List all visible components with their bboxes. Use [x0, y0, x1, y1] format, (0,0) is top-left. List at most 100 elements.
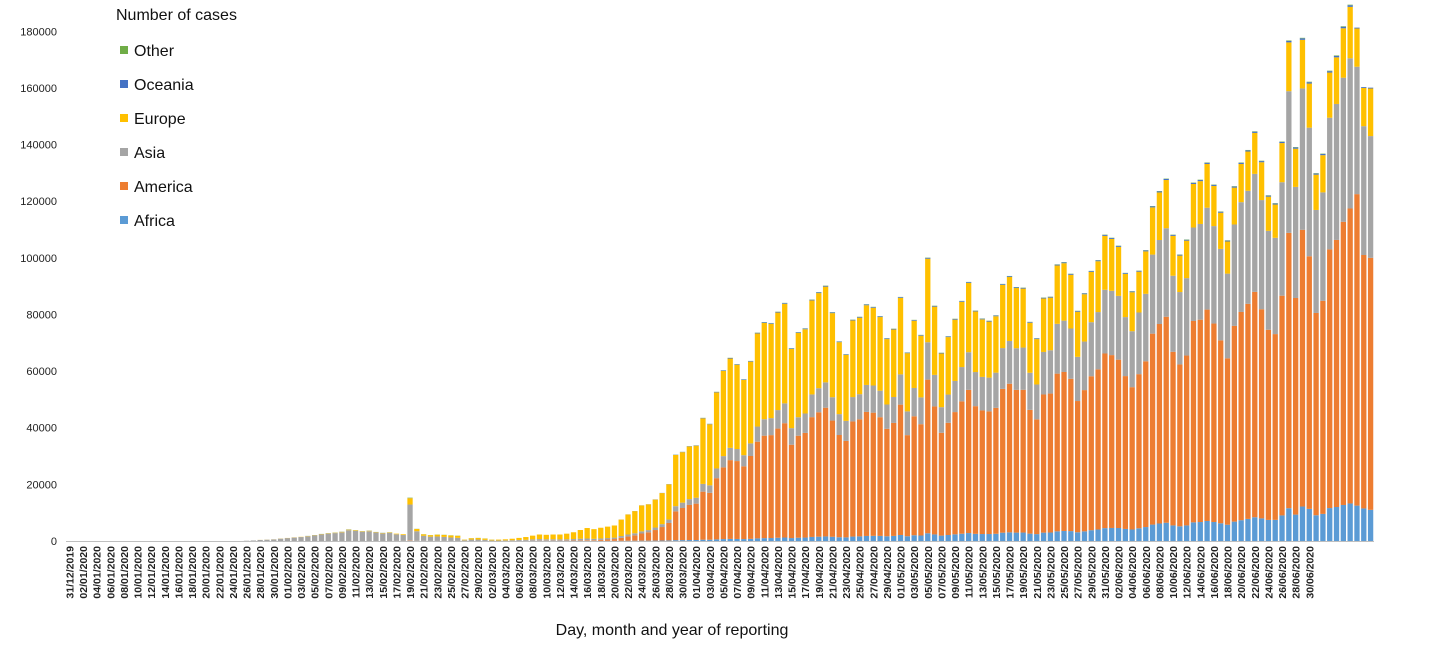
bar-segment-africa [897, 534, 904, 541]
bar-segment-asia [741, 455, 747, 467]
bar-segment-america [843, 440, 849, 538]
bar-segment-africa [918, 535, 924, 541]
bar-segment-america [836, 435, 842, 538]
bar-segment-asia [693, 497, 699, 504]
x-tick-label: 11/04/2020 [759, 546, 771, 598]
x-tick-label: 31/05/2020 [1100, 546, 1112, 599]
bar-segment-europe [1027, 322, 1033, 373]
bar-segment-europe [918, 335, 924, 398]
bar-segment-asia [1204, 207, 1210, 310]
y-tick-label: 20000 [26, 479, 57, 491]
bar-segment-asia [1367, 136, 1374, 258]
bars [243, 4, 1374, 541]
bar-segment-europe [1061, 263, 1067, 321]
bar-segment-oceania [1081, 293, 1088, 295]
bar-segment-europe [1170, 235, 1176, 276]
bar-segment-america [897, 404, 904, 535]
bar-segment-asia [1143, 293, 1149, 362]
bar-segment-asia [366, 531, 372, 541]
bar-segment-africa [673, 540, 679, 541]
bar-segment-asia [475, 539, 481, 541]
bar-segment-asia [1361, 126, 1367, 256]
x-tick-label: 30/01/2020 [269, 546, 281, 599]
x-tick-label: 10/03/2020 [541, 546, 553, 599]
bar-segment-europe [1354, 28, 1360, 67]
bar-segment-europe [632, 511, 638, 534]
bar-segment-oceania [748, 361, 754, 362]
bar-segment-africa [863, 535, 870, 541]
bar-segment-europe [938, 353, 945, 408]
bar-segment-europe [577, 530, 583, 539]
y-tick-label: 180000 [20, 26, 57, 38]
bar-segment-europe [1265, 196, 1272, 231]
bar-segment-america [1156, 324, 1163, 524]
x-tick-label: 17/02/2020 [391, 546, 403, 599]
bar-segment-asia [1245, 190, 1251, 304]
bar-segment-america [707, 492, 713, 540]
bar-segment-europe [1238, 163, 1244, 203]
bar-segment-africa [1006, 532, 1013, 541]
bar-segment-oceania [1320, 154, 1326, 156]
bar-segment-asia [1149, 254, 1156, 334]
bar-segment-asia [645, 530, 652, 533]
x-tick-label: 30/03/2020 [678, 546, 690, 599]
bar-segment-africa [829, 536, 836, 541]
bar-segment-europe [741, 379, 747, 456]
bar-segment-asia [666, 519, 672, 523]
x-tick-label: 25/05/2020 [1059, 546, 1071, 599]
bar-segment-america [822, 407, 829, 537]
x-tick-label: 19/04/2020 [814, 546, 826, 599]
x-tick-label: 21/04/2020 [827, 546, 839, 599]
bar-segment-asia [318, 534, 325, 541]
bar-segment-america [850, 421, 856, 537]
bar-segment-europe [639, 505, 645, 532]
bar-segment-asia [598, 538, 604, 540]
bar-segment-asia [380, 533, 386, 541]
bar-segment-oceania [1075, 311, 1081, 312]
bar-segment-asia [1333, 103, 1340, 240]
bar-segment-europe [1136, 271, 1142, 313]
bar-segment-asia [1272, 237, 1278, 335]
bar-segment-africa [1204, 520, 1210, 541]
bar-segment-africa [686, 540, 692, 541]
bar-segment-oceania [816, 292, 822, 294]
bar-segment-oceania [931, 305, 938, 307]
x-axis-label: Day, month and year of reporting [556, 622, 789, 639]
bar-segment-america [966, 389, 972, 534]
bar-segment-africa [1293, 514, 1299, 541]
bar-segment-europe [1047, 297, 1054, 351]
bar-segment-africa [1367, 509, 1374, 541]
x-tick-label: 30/06/2020 [1304, 546, 1316, 599]
x-tick-label: 29/05/2020 [1086, 546, 1098, 599]
bar-segment-america [775, 428, 781, 538]
bar-segment-america [925, 379, 931, 534]
bar-segment-africa [809, 536, 815, 541]
bar-segment-oceania [843, 354, 849, 355]
bar-segment-europe [863, 305, 870, 385]
bar-segment-oceania [1020, 287, 1026, 289]
bar-segment-europe [591, 529, 597, 539]
bar-segment-europe [1040, 298, 1047, 352]
bar-segment-africa [959, 533, 965, 541]
legend-label-africa: Africa [134, 213, 175, 230]
x-tick-label: 04/03/2020 [500, 546, 512, 599]
bar-segment-asia [925, 342, 931, 380]
bar-segment-africa [904, 536, 910, 541]
bar-segment-asia [277, 538, 284, 541]
bar-segment-europe [700, 418, 706, 484]
bar-segment-asia [782, 403, 788, 424]
bar-segment-oceania [1299, 38, 1306, 40]
x-tick-label: 13/04/2020 [773, 546, 785, 599]
bar-segment-asia [788, 428, 795, 445]
y-tick-label: 100000 [20, 253, 57, 265]
bar-segment-europe [1333, 57, 1340, 104]
bar-segment-asia [414, 531, 420, 541]
bar-segment-asia [1020, 347, 1026, 390]
legend-label-other: Other [134, 43, 175, 60]
bar-segment-africa [713, 539, 720, 541]
bar-segment-asia [577, 538, 583, 541]
bar-segment-asia [679, 502, 686, 508]
bar-segment-asia [1068, 328, 1074, 379]
bar-segment-oceania [979, 318, 985, 320]
bar-segment-europe [1361, 87, 1367, 127]
